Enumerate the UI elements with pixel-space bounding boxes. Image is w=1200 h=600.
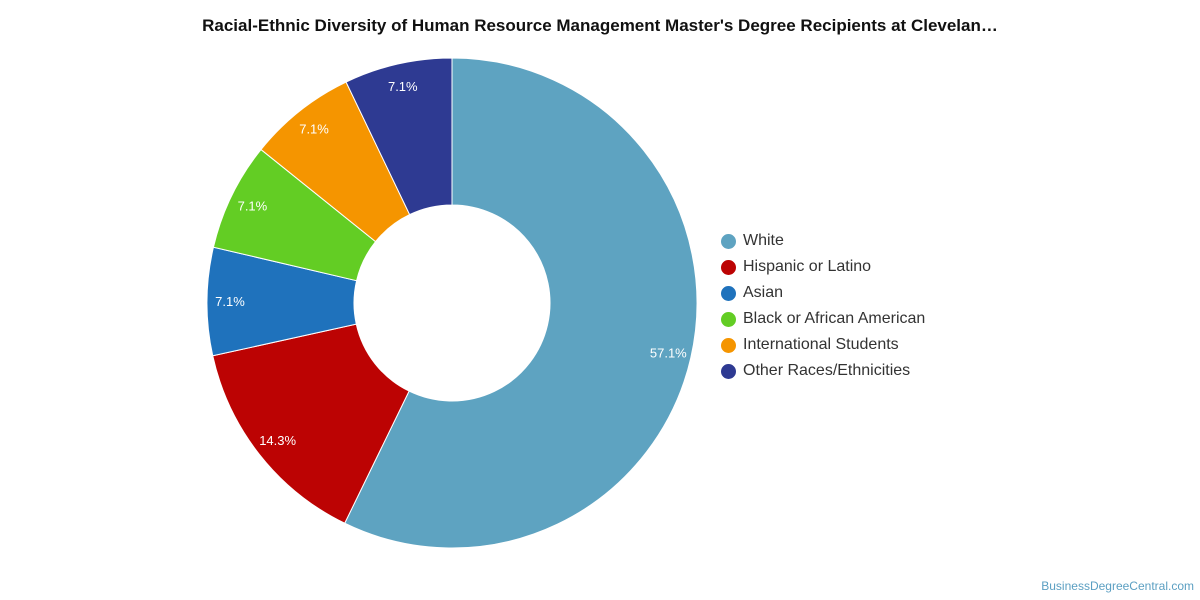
legend-label-white: White (743, 232, 784, 249)
legend-item-black-or-african-american[interactable]: Black or African American (721, 306, 925, 332)
data-label-hispanic-or-latino: 14.3% (259, 433, 296, 448)
legend-label-international-students: International Students (743, 336, 899, 353)
legend-item-other-races-ethnicities[interactable]: Other Races/Ethnicities (721, 358, 925, 384)
legend-label-other-races-ethnicities: Other Races/Ethnicities (743, 362, 911, 379)
legend-item-white[interactable]: White (721, 228, 925, 254)
data-label-white: 57.1% (650, 345, 687, 360)
chart-title: Racial-Ethnic Diversity of Human Resourc… (202, 16, 998, 35)
slice-white[interactable] (344, 57, 698, 549)
legend-swatch-other-races-ethnicities (721, 363, 736, 379)
chart-legend: White Hispanic or Latino Asian Black or Afr… (721, 228, 925, 384)
legend-swatch-asian (721, 285, 736, 301)
legend-item-asian[interactable]: Asian (721, 280, 925, 306)
slice-hispanic-or-latino[interactable] (212, 323, 410, 524)
legend-item-hispanic-or-latino[interactable]: Hispanic or Latino (721, 254, 925, 280)
data-label-black-or-african-american: 7.1% (238, 198, 268, 213)
legend-swatch-hispanic-or-latino (721, 259, 736, 275)
slices-group (206, 57, 698, 549)
legend-label-hispanic-or-latino: Hispanic or Latino (743, 258, 872, 275)
legend-swatch-international-students (721, 337, 736, 353)
data-label-asian: 7.1% (215, 294, 245, 309)
legend-swatch-black-or-african-american (721, 311, 736, 327)
data-label-other-races-ethnicities: 7.1% (388, 79, 418, 94)
slice-other-races-ethnicities[interactable] (345, 57, 453, 216)
slice-labels-group: 57.1% 14.3% 7.1% 7.1% 7.1% 7.1% (215, 79, 687, 448)
legend-item-international-students[interactable]: International Students (721, 332, 925, 358)
legend-label-black-or-african-american: Black or African American (743, 310, 926, 327)
source-credit[interactable]: BusinessDegreeCentral.com (1041, 579, 1194, 593)
legend-swatch-white (721, 233, 736, 249)
data-label-international-students: 7.1% (299, 122, 329, 137)
legend-label-asian: Asian (743, 284, 784, 301)
